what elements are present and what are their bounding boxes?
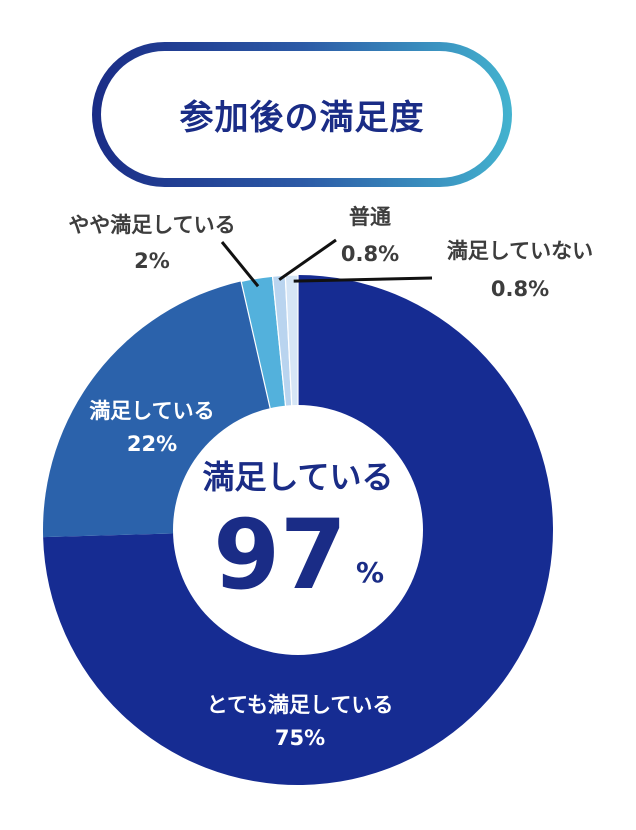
- slice-value-very-satisfied: 75%: [275, 726, 325, 750]
- center-hole: [173, 405, 423, 655]
- center-label: 満足している: [202, 458, 393, 496]
- slice-label-neutral: 普通: [349, 205, 391, 229]
- slice-value-neutral: 0.8%: [341, 242, 399, 266]
- title-banner: 参加後の満足度: [92, 42, 512, 187]
- slice-label-very-satisfied: とても満足している: [207, 693, 394, 717]
- slice-value-somewhat: 2%: [134, 249, 170, 273]
- leader-line-neutral: [278, 238, 337, 281]
- title-banner-inner: 参加後の満足度: [101, 51, 503, 178]
- slice-label-somewhat: やや満足している: [68, 213, 235, 237]
- leader-line-somewhat: [220, 241, 260, 288]
- center-unit: %: [356, 556, 384, 589]
- leader-line-not-satisfied: [293, 276, 433, 283]
- slice-value-satisfied: 22%: [127, 432, 177, 456]
- slice-value-not-satisfied: 0.8%: [491, 277, 549, 301]
- slice-label-not-satisfied: 満足していない: [447, 239, 593, 263]
- center-value: 97: [213, 499, 347, 611]
- chart-title: 参加後の満足度: [179, 98, 425, 138]
- slice-label-satisfied: 満足している: [89, 399, 214, 423]
